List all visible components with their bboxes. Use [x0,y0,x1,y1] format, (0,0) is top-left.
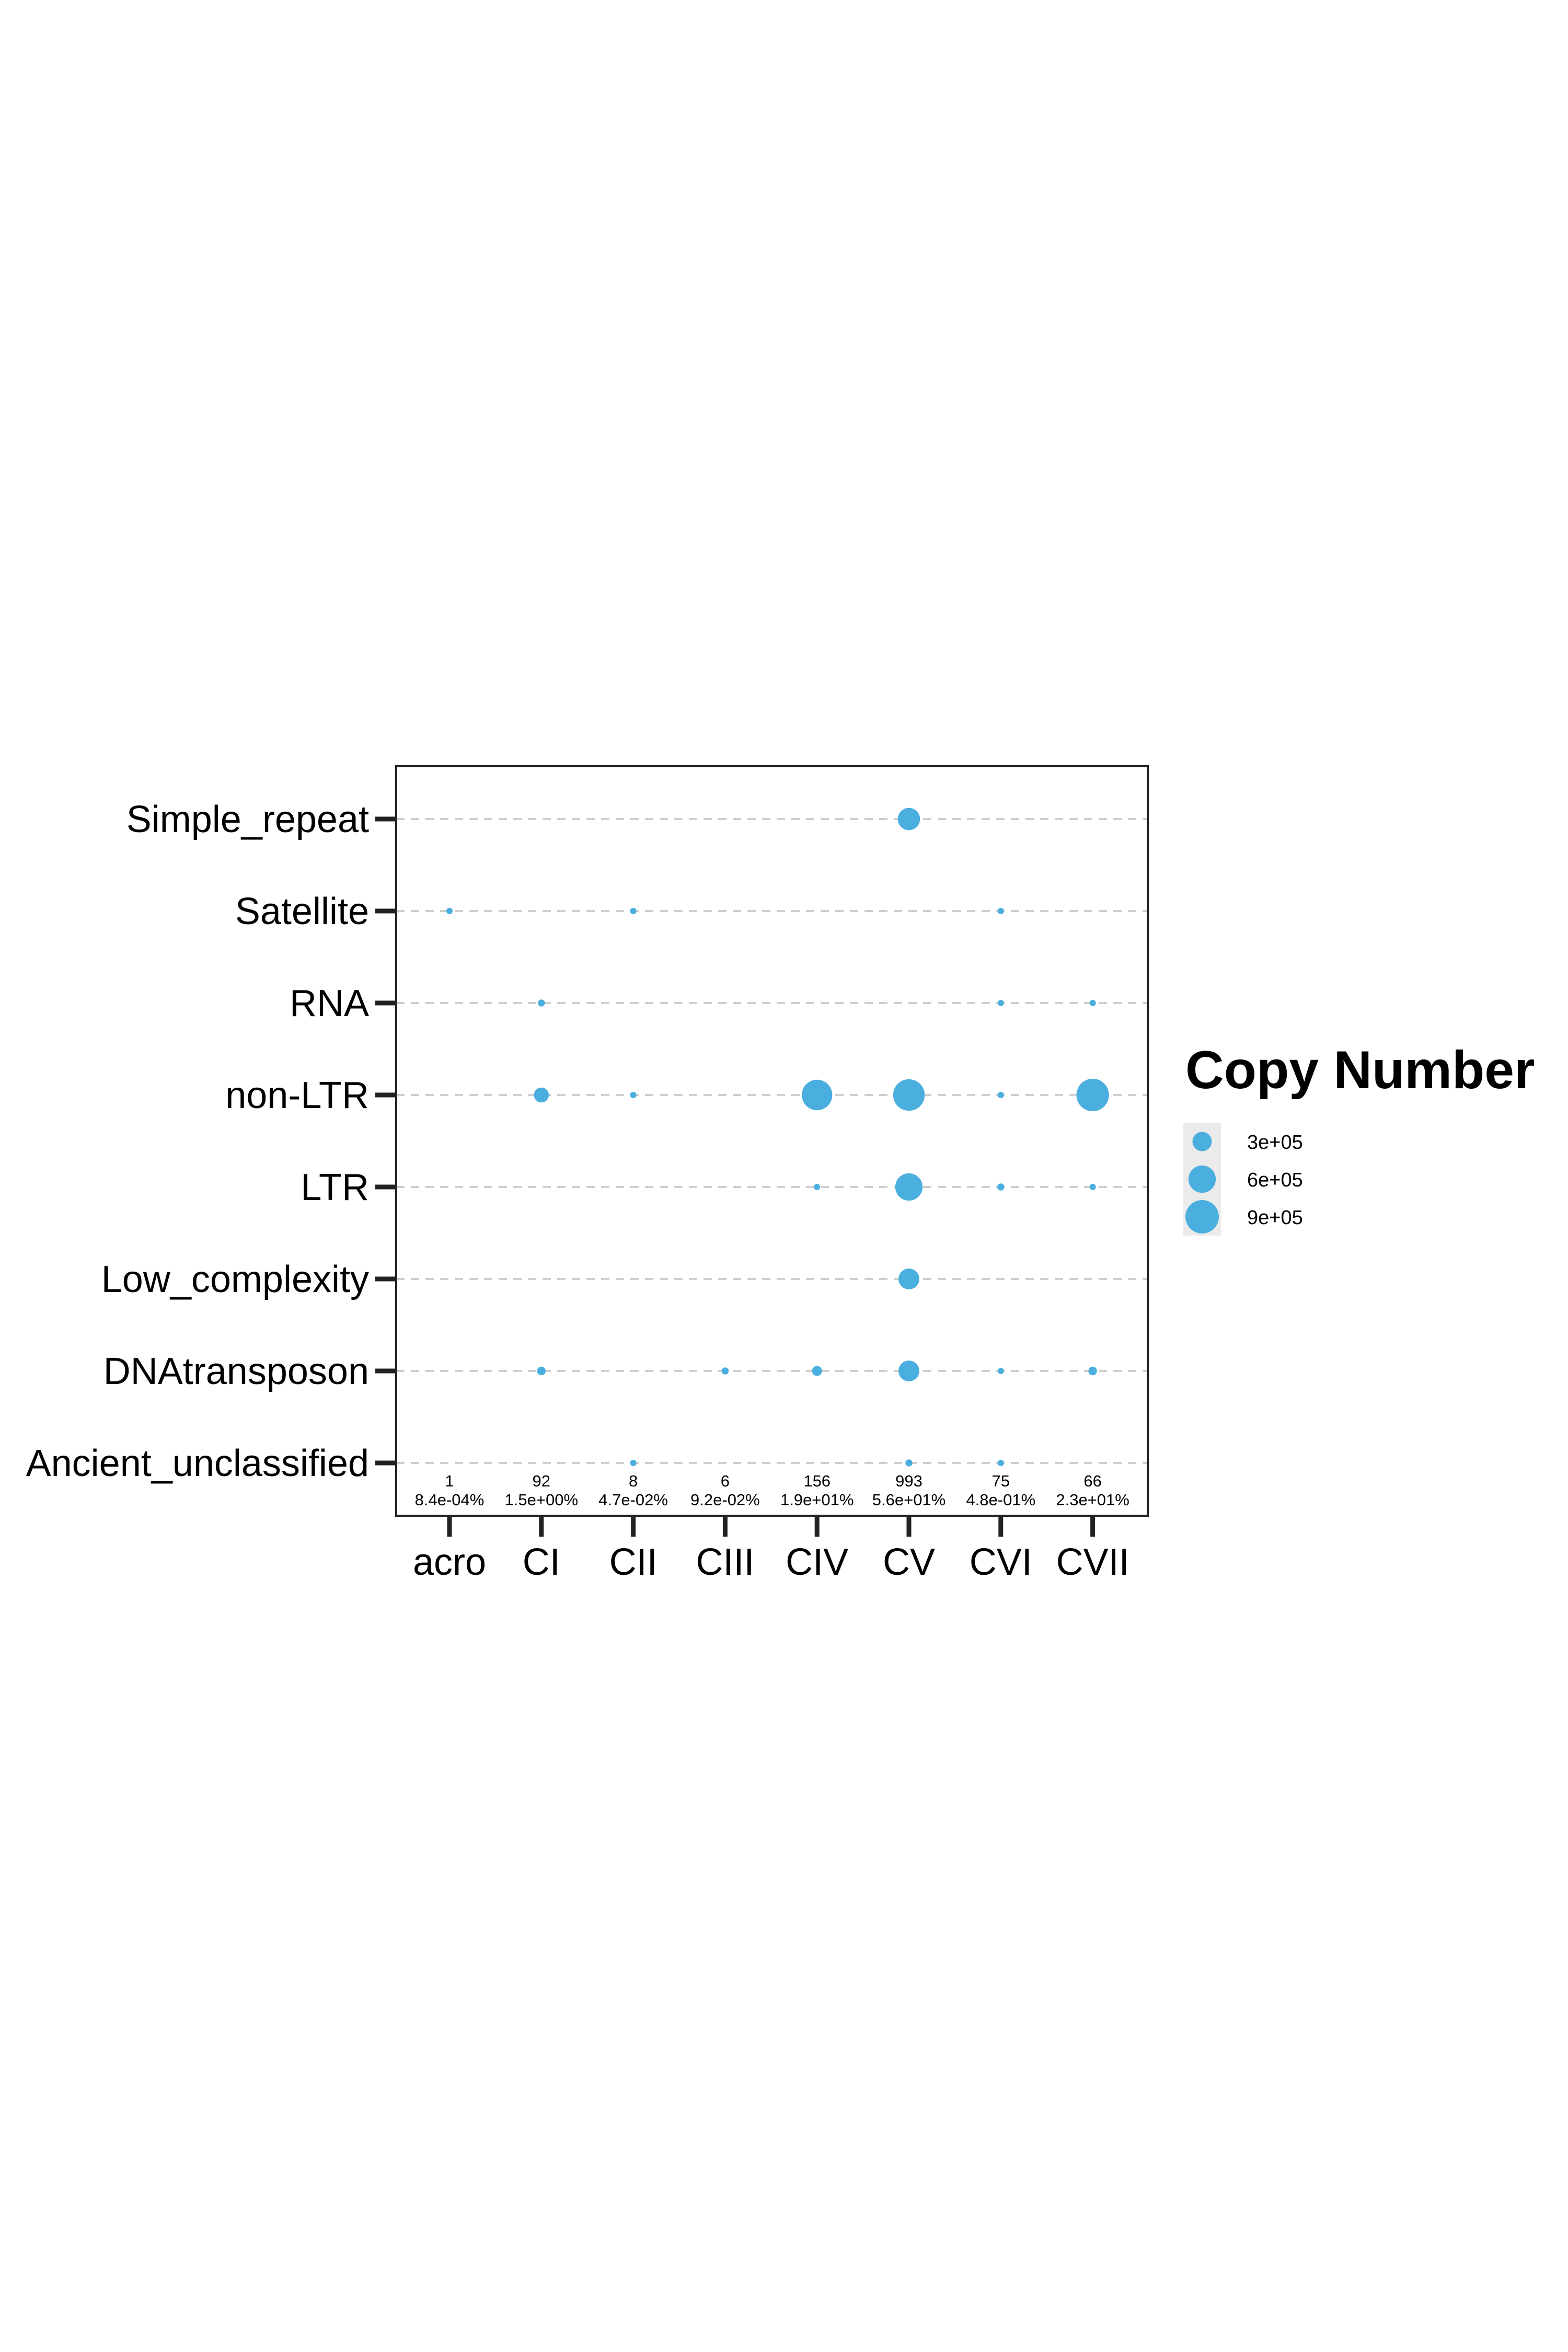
point-cvi-non-ltr [997,1092,1004,1098]
column-annotations: 18.4e-04% 921.5e+00% 84.7e-02% 69.2e-02% 156… [415,1472,1129,1509]
ytick-label-rna: RNA [290,983,369,1024]
point-ciii-dnatransposon [721,1367,729,1375]
point-cii-satellite [630,908,637,914]
legend-key-9e-05 [1185,1200,1219,1233]
annotation-count-cvii: 66 [1083,1472,1101,1490]
legend-key-3e-05 [1192,1132,1212,1151]
ytick-label-low-complexity: Low_complexity [101,1259,369,1300]
ytick-label-simple-repeat: Simple_repeat [126,799,369,840]
legend-label-6e-05: 6e+05 [1247,1169,1303,1191]
xtick-label-acro: acro [413,1541,486,1583]
legend-key-6e-05 [1188,1165,1216,1193]
point-acro-satellite [446,908,453,914]
point-cv-simple-repeat [897,808,920,831]
annotation-percent-acro: 8.4e-04% [415,1491,485,1509]
annotation-count-cv: 993 [895,1472,923,1490]
point-cii-non-ltr [630,1092,637,1098]
x-axis: acro CI CII CIII CIV CV CVI CVII [413,1516,1129,1583]
point-cv-non-ltr [893,1079,925,1111]
point-cv-ltr [895,1173,923,1201]
annotation-percent-cii: 4.7e-02% [598,1491,668,1509]
point-cvi-dnatransposon [997,1368,1004,1374]
grid-lines [396,818,1148,1464]
point-cvi-satellite [997,908,1004,914]
point-cvii-non-ltr [1076,1078,1109,1112]
annotation-count-cvi: 75 [992,1472,1010,1490]
point-cvii-dnatransposon [1088,1366,1097,1376]
xtick-label-cvii: CVII [1056,1541,1129,1583]
point-cv-dnatransposon [898,1361,919,1381]
legend-title: Copy Number [1185,1040,1535,1100]
point-cv-ancient-unclassified [905,1459,913,1467]
xtick-label-cvi: CVI [970,1541,1032,1583]
point-civ-ltr [814,1184,821,1190]
y-axis: Ancient_unclassified DNAtransposon Low_com… [26,799,396,1484]
legend-label-9e-05: 9e+05 [1247,1207,1303,1229]
xtick-label-ci: CI [523,1541,560,1583]
annotation-count-ciii: 6 [721,1472,730,1490]
ytick-label-ancient-unclassified: Ancient_unclassified [26,1443,369,1484]
point-cvii-rna [1089,1000,1096,1006]
xtick-label-ciii: CIII [696,1541,754,1583]
point-civ-non-ltr [801,1079,833,1111]
ytick-label-non-ltr: non-LTR [225,1075,369,1116]
point-ci-rna [538,999,545,1007]
annotation-percent-ciii: 9.2e-02% [690,1491,760,1509]
data-points [446,808,1109,1467]
point-cvi-rna [997,1000,1004,1006]
point-civ-dnatransposon [812,1366,822,1376]
point-cvi-ancient-unclassified [997,1460,1004,1466]
xtick-label-cii: CII [609,1541,658,1583]
annotation-percent-cv: 5.6e+01% [872,1491,946,1509]
annotation-percent-civ: 1.9e+01% [780,1491,854,1509]
point-cii-ancient-unclassified [630,1460,637,1466]
annotation-percent-cvii: 2.3e+01% [1056,1491,1129,1509]
annotation-percent-ci: 1.5e+00% [505,1491,578,1509]
point-ci-dnatransposon [537,1366,546,1376]
point-cv-low-complexity [898,1269,919,1289]
plot-frame [395,765,1149,1517]
point-ci-non-ltr [534,1087,549,1103]
ytick-label-ltr: LTR [301,1167,369,1208]
legend-label-3e-05: 3e+05 [1247,1132,1303,1154]
annotation-count-cii: 8 [629,1472,638,1490]
xtick-label-civ: CIV [786,1541,848,1583]
annotation-count-civ: 156 [803,1472,831,1490]
xtick-label-cv: CV [883,1541,935,1583]
legend: Copy Number 3e+05 6e+05 9e+05 [1183,1040,1535,1236]
ytick-label-dnatransposon: DNAtransposon [103,1351,369,1392]
annotation-count-ci: 92 [533,1472,550,1490]
point-cvii-ltr [1089,1184,1096,1190]
point-cvi-ltr [997,1183,1005,1191]
annotation-count-acro: 1 [445,1472,454,1490]
annotation-percent-cvi: 4.8e-01% [966,1491,1035,1509]
ytick-label-satellite: Satellite [235,891,369,932]
